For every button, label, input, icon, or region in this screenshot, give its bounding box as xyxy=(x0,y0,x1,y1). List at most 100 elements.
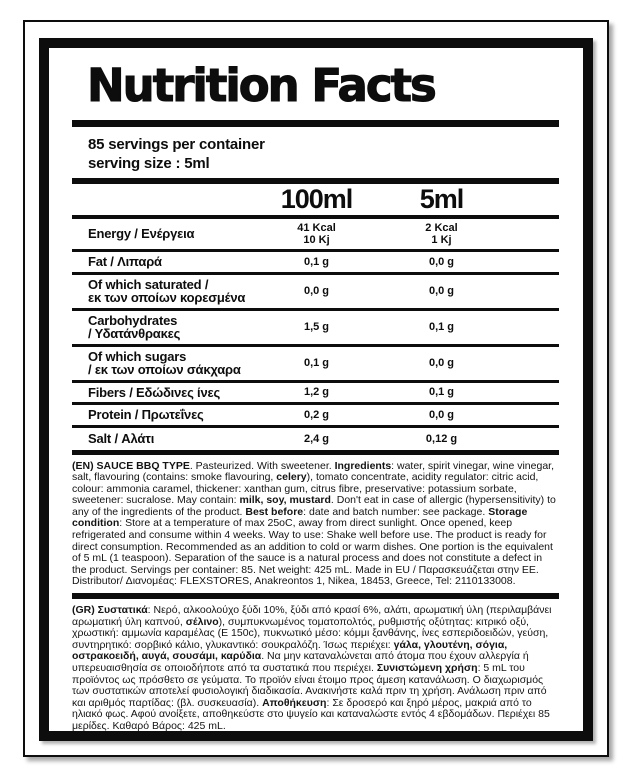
nutrient-label: Fat / Λιπαρά xyxy=(72,255,254,269)
value-per-100ml: 1,5 g xyxy=(254,321,379,333)
nutrient-label: Fibers / Εδώδινες ίνες xyxy=(72,384,254,400)
nutrient-label: Protein / Πρωτεΐνες xyxy=(72,408,254,422)
text-segment: ), συμπυκνωμένος τοματοπολτός, ρυθμιστής… xyxy=(72,615,549,651)
value-per-5ml-line: 0,0 g xyxy=(428,255,455,268)
table-body: Energy / Ενέργεια 41 Kcal 10 Kj 2 Kcal 1 Kj F… xyxy=(72,219,559,450)
nutrient-label-line: Carbohydrates xyxy=(88,312,178,328)
value-per-100ml-line: 1,5 g xyxy=(303,321,330,333)
value-per-100ml: 0,1 g xyxy=(254,256,379,268)
page-title: Nutrition Facts xyxy=(86,59,437,112)
value-per-5ml-line: 0,12 g xyxy=(425,432,458,445)
nutrient-label: Energy / Ενέργεια xyxy=(72,227,254,241)
nutrient-label-line: Protein / Πρωτεΐνες xyxy=(88,407,204,422)
value-per-100ml: 0,1 g xyxy=(254,357,379,369)
language-divider-rule xyxy=(72,593,559,600)
table-row: Carbohydrates / Υδατάνθρακες 1,5 g 0,1 g xyxy=(72,311,559,347)
label-content: Nutrition Facts 85 servings per containe… xyxy=(49,48,583,733)
gr-ingredients-paragraph: (GR) Συστατικά: Νερό, αλκοολούχο ξύδι 10… xyxy=(72,604,559,733)
bold-text-segment: γάλα, γλουτένη, σόγια, οστρακοειδή, αυγά… xyxy=(72,638,508,663)
serving-info: 85 servings per container serving size :… xyxy=(72,135,559,173)
nutrient-label-line: Fat / Λιπαρά xyxy=(88,254,162,269)
nutrient-label-line: / εκ των οποίων σάκχαρα xyxy=(88,362,241,377)
nutrient-label: Carbohydrates / Υδατάνθρακες xyxy=(72,312,254,341)
nutrient-label-line: Salt / Αλάτι xyxy=(88,430,155,446)
nutrient-label: Of which sugars / εκ των οποίων σάκχαρα xyxy=(72,348,254,377)
value-per-5ml: 2 Kcal 1 Kj xyxy=(379,222,504,246)
nutrient-label-line: Of which saturated / xyxy=(88,276,209,292)
bold-text-segment: σέλινο xyxy=(185,615,219,628)
value-per-100ml: 1,2 g xyxy=(254,386,379,398)
text-segment: . Don't eat in case of allergic (hyperse… xyxy=(72,494,556,518)
value-per-100ml-line: 41 Kcal xyxy=(297,222,336,234)
nutrient-label: Of which saturated / εκ των οποίων κορεσμ… xyxy=(72,276,254,305)
value-per-5ml: 0,12 g xyxy=(379,433,504,445)
text-segment: : 5 mL του προϊόντος ως πρόσθετο σε γεύμ… xyxy=(72,662,547,709)
bold-text-segment: celery xyxy=(276,471,307,484)
value-per-5ml: 0,0 g xyxy=(379,409,504,421)
value-per-5ml: 0,1 g xyxy=(379,386,504,398)
table-row: Salt / Αλάτι 2,4 g 0,12 g xyxy=(72,428,559,450)
value-per-100ml-line: 10 Kj xyxy=(303,234,330,246)
value-per-5ml-line: 0,1 g xyxy=(428,321,455,333)
en-ingredients-paragraph: (EN) SAUCE BBQ TYPE. Pasteurized. With s… xyxy=(72,459,559,589)
bold-text-segment: Συνιστώμενη χρήση xyxy=(376,662,478,674)
value-per-5ml-line: 2 Kcal xyxy=(425,222,458,234)
text-segment: : Σε δροσερό και ξηρό μέρος, μακριά από … xyxy=(72,696,550,732)
table-bottom-rule xyxy=(72,449,559,455)
bold-text-segment: Αποθήκευση xyxy=(262,696,327,709)
table-row: Of which saturated / εκ των οποίων κορεσμ… xyxy=(72,275,559,311)
bold-text-segment: Storage condition xyxy=(72,505,528,530)
table-header-row: 100ml 5ml xyxy=(72,184,559,215)
label-inner-frame: Nutrition Facts 85 servings per containe… xyxy=(39,38,593,741)
text-segment: . Pasteurized. With sweetener. xyxy=(189,459,335,472)
bold-text-segment: Ingredients xyxy=(334,459,392,472)
servings-per-container-text: 85 servings per container xyxy=(88,136,265,153)
value-per-100ml-line: 1,2 g xyxy=(303,386,330,399)
value-per-100ml-line: 2,4 g xyxy=(303,432,330,445)
label-outer-frame: Nutrition Facts 85 servings per containe… xyxy=(23,20,609,757)
header-rule xyxy=(72,215,559,219)
table-row: Protein / Πρωτεΐνες 0,2 g 0,0 g xyxy=(72,405,559,428)
value-per-100ml: 2,4 g xyxy=(254,433,379,445)
value-per-5ml: 0,0 g xyxy=(379,357,504,369)
text-segment: : Νερό, αλκοολούχο ξύδι 10%, ξύδι από κρ… xyxy=(72,604,552,628)
value-per-100ml-line: 0,2 g xyxy=(303,408,330,421)
text-segment: : water, spirit vinegar, wine vinegar, s… xyxy=(72,459,555,484)
servings-rule xyxy=(72,178,559,184)
text-segment: . Να μην καταναλώνεται από άτομα που έχο… xyxy=(72,650,529,674)
nutrient-label-line: Energy / Ενέργεια xyxy=(88,226,195,242)
bold-text-segment: (GR) Συστατικά xyxy=(72,604,148,617)
column-header-5ml: 5ml xyxy=(419,184,465,214)
table-row: Of which sugars / εκ των οποίων σάκχαρα 0,… xyxy=(72,347,559,383)
value-per-100ml: 0,2 g xyxy=(254,409,379,421)
table-row: Energy / Ενέργεια 41 Kcal 10 Kj 2 Kcal 1 Kj xyxy=(72,219,559,252)
value-per-5ml: 0,1 g xyxy=(379,321,504,333)
nutrient-label-line: Of which sugars xyxy=(88,348,187,364)
value-per-5ml: 0,0 g xyxy=(379,256,504,268)
value-per-5ml-line: 0,0 g xyxy=(428,285,455,297)
value-per-5ml-line: 0,0 g xyxy=(428,408,455,421)
text-segment: ), tomato concentrate, acidity regulator… xyxy=(72,471,539,507)
nutrient-label: Salt / Αλάτι xyxy=(72,432,254,446)
value-per-100ml: 41 Kcal 10 Kj xyxy=(254,222,379,246)
value-per-100ml-line: 0,1 g xyxy=(303,255,330,268)
nutrient-label-line: εκ των οποίων κορεσμένα xyxy=(88,290,246,305)
value-per-100ml: 0,0 g xyxy=(254,285,379,297)
bold-text-segment: milk, soy, mustard xyxy=(239,494,331,507)
title-rule xyxy=(72,120,559,127)
column-header-100ml: 100ml xyxy=(280,184,354,214)
value-per-5ml-line: 0,1 g xyxy=(428,386,455,399)
table-row: Fat / Λιπαρά 0,1 g 0,0 g xyxy=(72,252,559,275)
table-row: Fibers / Εδώδινες ίνες 1,2 g 0,1 g xyxy=(72,383,559,405)
value-per-100ml-line: 0,0 g xyxy=(303,285,330,297)
value-per-5ml: 0,0 g xyxy=(379,285,504,297)
nutrient-label-line: Fibers / Εδώδινες ίνες xyxy=(88,384,221,400)
nutrition-table: 100ml 5ml Energy / Ενέργεια 41 Kcal 10 Kj 2… xyxy=(72,184,559,455)
bold-text-segment: (EN) SAUCE BBQ TYPE xyxy=(72,459,190,472)
bold-text-segment: Best before xyxy=(245,505,304,518)
value-per-5ml-line: 0,0 g xyxy=(428,357,455,369)
value-per-5ml-line: 1 Kj xyxy=(431,234,452,246)
text-segment: : Store at a temperature of max 25oC, aw… xyxy=(72,517,553,588)
nutrient-label-line: / Υδατάνθρακες xyxy=(88,326,181,341)
